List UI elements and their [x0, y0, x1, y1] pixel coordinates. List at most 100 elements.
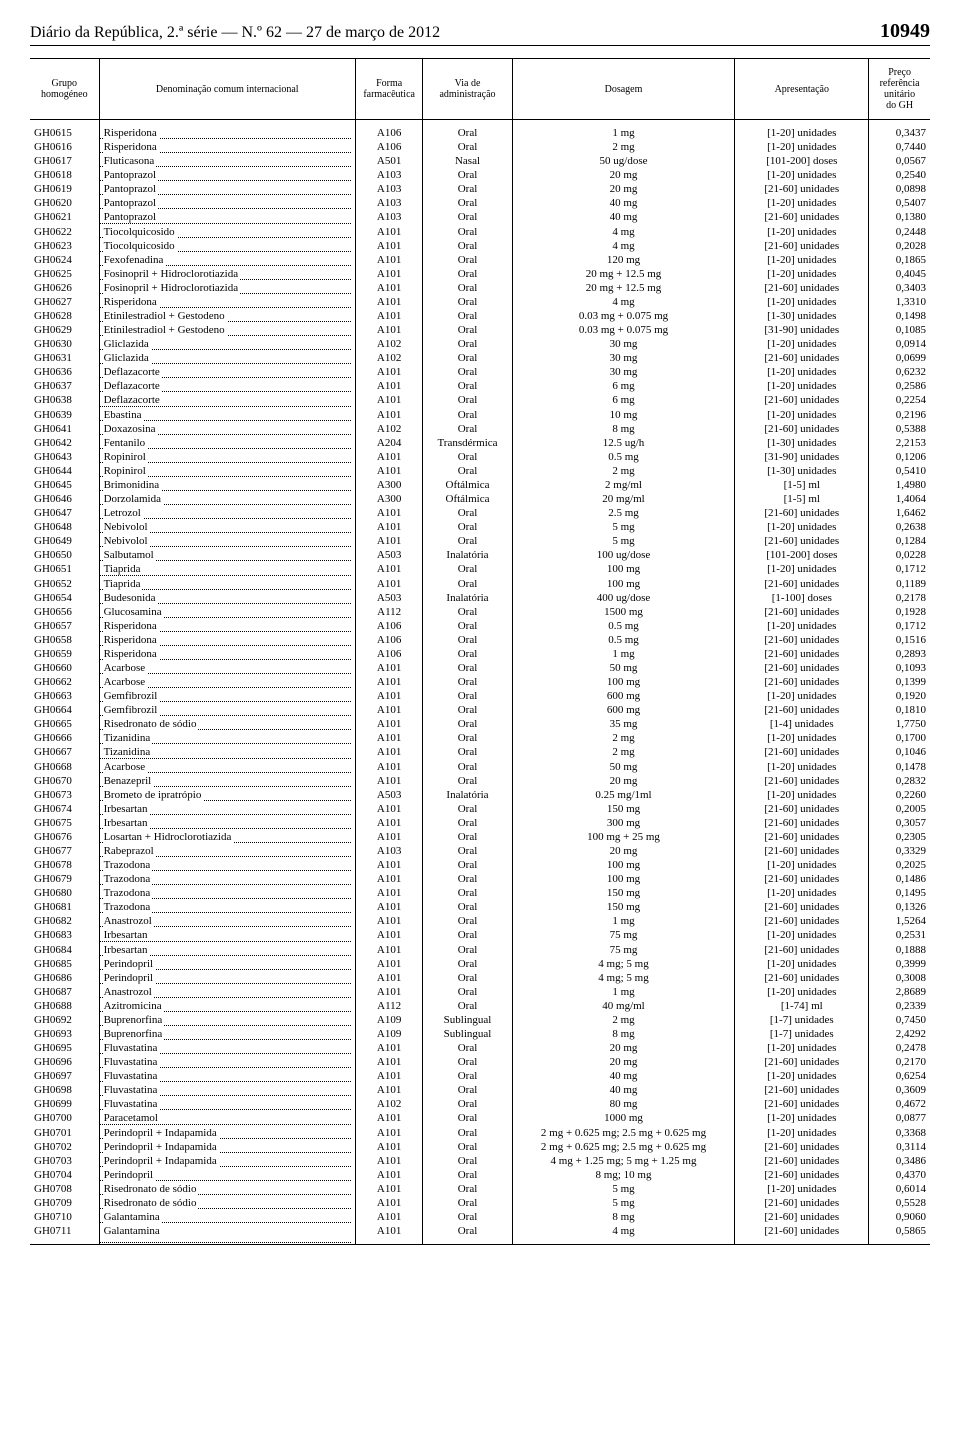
- cell-grupo: GH0702: [30, 1140, 99, 1154]
- cell-denom: Buprenorfina: [99, 1013, 355, 1027]
- cell-preco: 1,7750: [869, 717, 930, 731]
- cell-apresentacao: [1-20] unidades: [735, 267, 869, 281]
- cell-grupo: GH0638: [30, 393, 99, 407]
- cell-preco: 0,1284: [869, 534, 930, 548]
- table-row: GH0708Risedronato de sódioA101Oral5 mg[1…: [30, 1182, 930, 1196]
- cell-denom: Tizanidina: [99, 731, 355, 745]
- cell-via: Oral: [423, 900, 512, 914]
- cell-forma: A101: [355, 1069, 423, 1083]
- cell-apresentacao: [1-5] ml: [735, 478, 869, 492]
- cell-denom: Tizanidina: [99, 745, 355, 759]
- cell-preco: 0,1486: [869, 872, 930, 886]
- table-row: GH0645BrimonidinaA300Oftálmica2 mg/ml[1-…: [30, 478, 930, 492]
- cell-dosagem: 50 mg: [512, 760, 735, 774]
- cell-dosagem: 8 mg: [512, 422, 735, 436]
- cell-dosagem: 0.03 mg + 0.075 mg: [512, 323, 735, 337]
- cell-preco: 1,5264: [869, 914, 930, 928]
- cell-preco: 0,2540: [869, 168, 930, 182]
- cell-grupo: GH0659: [30, 647, 99, 661]
- table-row: GH0650SalbutamolA503Inalatória100 ug/dos…: [30, 548, 930, 562]
- cell-dosagem: 1 mg: [512, 120, 735, 141]
- table-row: GH0665Risedronato de sódioA101Oral35 mg[…: [30, 717, 930, 731]
- table-row: GH0621PantoprazolA103Oral40 mg[21-60] un…: [30, 210, 930, 224]
- cell-denom: Perindopril + Indapamida: [99, 1140, 355, 1154]
- cell-grupo: GH0657: [30, 619, 99, 633]
- cell-via: Oral: [423, 365, 512, 379]
- cell-preco: 0,2893: [869, 647, 930, 661]
- cell-apresentacao: [21-60] unidades: [735, 830, 869, 844]
- cell-via: Oral: [423, 647, 512, 661]
- cell-forma: A101: [355, 1154, 423, 1168]
- cell-forma: A103: [355, 168, 423, 182]
- cell-grupo: GH0658: [30, 633, 99, 647]
- cell-dosagem: 2 mg: [512, 464, 735, 478]
- cell-apresentacao: [31-90] unidades: [735, 450, 869, 464]
- cell-via: Oral: [423, 422, 512, 436]
- cell-preco: 0,5388: [869, 422, 930, 436]
- cell-dosagem: 20 mg: [512, 844, 735, 858]
- cell-dosagem: 0.5 mg: [512, 633, 735, 647]
- cell-grupo: GH0676: [30, 830, 99, 844]
- cell-apresentacao: [1-20] unidades: [735, 196, 869, 210]
- cell-grupo: GH0664: [30, 703, 99, 717]
- cell-dosagem: 12.5 ug/h: [512, 436, 735, 450]
- table-row: GH0693BuprenorfinaA109Sublingual8 mg[1-7…: [30, 1027, 930, 1041]
- cell-via: Oral: [423, 182, 512, 196]
- cell-apresentacao: [1-30] unidades: [735, 436, 869, 450]
- cell-apresentacao: [1-20] unidades: [735, 120, 869, 141]
- cell-via: Oral: [423, 281, 512, 295]
- cell-apresentacao: [1-20] unidades: [735, 225, 869, 239]
- table-row: GH0688AzitromicinaA112Oral40 mg/ml[1-74]…: [30, 999, 930, 1013]
- cell-grupo: GH0656: [30, 605, 99, 619]
- cell-preco: 0,0877: [869, 1111, 930, 1125]
- cell-dosagem: 10 mg: [512, 408, 735, 422]
- cell-denom: Fluvastatina: [99, 1083, 355, 1097]
- cell-grupo: GH0709: [30, 1196, 99, 1210]
- cell-dosagem: 1 mg: [512, 914, 735, 928]
- cell-grupo: GH0636: [30, 365, 99, 379]
- table-row: GH0636DeflazacorteA101Oral30 mg[1-20] un…: [30, 365, 930, 379]
- cell-dosagem: 6 mg: [512, 393, 735, 407]
- cell-preco: 0,3057: [869, 816, 930, 830]
- cell-dosagem: 30 mg: [512, 351, 735, 365]
- cell-forma: A101: [355, 464, 423, 478]
- cell-forma: A103: [355, 844, 423, 858]
- table-row: GH0659RisperidonaA106Oral1 mg[21-60] uni…: [30, 647, 930, 661]
- cell-apresentacao: [1-30] unidades: [735, 309, 869, 323]
- cell-denom: Risperidona: [99, 633, 355, 647]
- table-row: GH0646DorzolamidaA300Oftálmica20 mg/ml[1…: [30, 492, 930, 506]
- table-row: GH0673Brometo de ipratrópioA503Inalatóri…: [30, 788, 930, 802]
- cell-apresentacao: [21-60] unidades: [735, 1196, 869, 1210]
- cell-forma: A106: [355, 140, 423, 154]
- cell-via: Oral: [423, 351, 512, 365]
- cell-forma: A101: [355, 253, 423, 267]
- cell-apresentacao: [1-20] unidades: [735, 168, 869, 182]
- cell-denom: Irbesartan: [99, 802, 355, 816]
- cell-dosagem: 40 mg: [512, 210, 735, 224]
- cell-forma: A503: [355, 591, 423, 605]
- cell-via: Oral: [423, 971, 512, 985]
- cell-denom: Rabeprazol: [99, 844, 355, 858]
- cell-preco: 0,5407: [869, 196, 930, 210]
- cell-via: Oral: [423, 1168, 512, 1182]
- cell-preco: 0,3999: [869, 957, 930, 971]
- cell-via: Oral: [423, 1055, 512, 1069]
- cell-forma: A109: [355, 1027, 423, 1041]
- cell-via: Oral: [423, 408, 512, 422]
- cell-dosagem: 20 mg: [512, 774, 735, 788]
- cell-apresentacao: [1-20] unidades: [735, 408, 869, 422]
- cell-via: Oral: [423, 1097, 512, 1111]
- cell-preco: 0,1326: [869, 900, 930, 914]
- cell-dosagem: 4 mg: [512, 239, 735, 253]
- col-preco: Preçoreferênciaunitáriodo GH: [869, 59, 930, 120]
- cell-grupo: GH0670: [30, 774, 99, 788]
- cell-via: Oral: [423, 464, 512, 478]
- cell-forma: A101: [355, 450, 423, 464]
- cell-via: Oral: [423, 957, 512, 971]
- cell-denom: Trazodona: [99, 900, 355, 914]
- table-row: GH0686PerindoprilA101Oral4 mg; 5 mg[21-6…: [30, 971, 930, 985]
- cell-forma: A101: [355, 1111, 423, 1125]
- cell-dosagem: 400 ug/dose: [512, 591, 735, 605]
- cell-via: Inalatória: [423, 548, 512, 562]
- cell-apresentacao: [21-60] unidades: [735, 900, 869, 914]
